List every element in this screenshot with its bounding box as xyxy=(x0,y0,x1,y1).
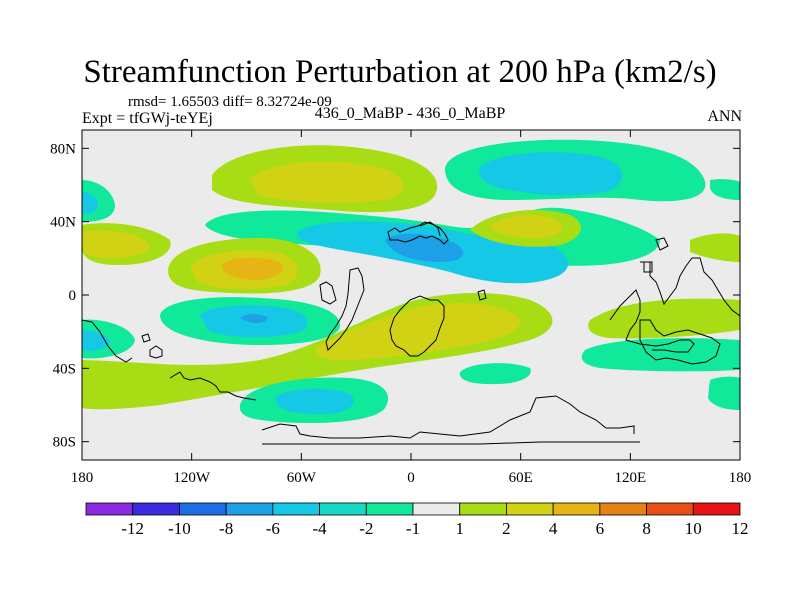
coastline-island-3 xyxy=(477,289,487,301)
contour-pos-west-edge-inner xyxy=(82,230,150,258)
contour-neg-east-edge xyxy=(710,179,740,200)
colorbar-label: -10 xyxy=(168,519,191,538)
x-tick-label: 0 xyxy=(407,470,415,486)
coastlines xyxy=(82,221,740,445)
coastline-indonesia xyxy=(609,289,695,353)
colorbar-swatch xyxy=(646,502,694,516)
colorbar-swatch xyxy=(132,502,180,516)
colorbar-swatch xyxy=(459,502,507,516)
coastline-antarctica-base xyxy=(262,441,640,445)
coastline-n-atlantic xyxy=(387,221,449,245)
x-tick-label: 180 xyxy=(71,470,94,486)
contour-pos-sh-far-west xyxy=(82,365,130,405)
coastline-island-1 xyxy=(149,345,163,359)
colorbar-label: 6 xyxy=(596,519,605,538)
colorbar-swatch xyxy=(412,502,461,516)
coastline-n-america-west xyxy=(169,371,257,401)
contour-pos-s-indian xyxy=(588,298,740,339)
x-tick-label: 180 xyxy=(729,470,752,486)
coastline-australia xyxy=(639,319,721,365)
y-tick-label: 80N xyxy=(50,141,76,157)
experiment-label: Expt = tfGWj-teYEj xyxy=(82,110,213,127)
colorbar-label: 12 xyxy=(732,519,749,538)
contour-pos-east-edge xyxy=(690,233,740,262)
colorbar-swatch xyxy=(599,502,647,516)
contour-neg-sh-pacific-core xyxy=(240,314,268,323)
stats-label: rmsd= 1.65503 diff= 8.32724e-09 xyxy=(128,94,332,110)
colorbar-swatch xyxy=(319,502,367,516)
coastline-island-2 xyxy=(141,333,151,343)
contour-pos-s-atlantic-mid xyxy=(316,303,521,360)
x-tick-label: 60W xyxy=(287,470,317,486)
contour-neg-s-indian-small xyxy=(459,363,531,385)
colorbar-label: -8 xyxy=(219,519,233,538)
colorbar-label: -4 xyxy=(312,519,327,538)
contour-neg-sh-west-inner xyxy=(82,330,110,351)
colorbar-swatch xyxy=(85,502,134,516)
x-tick-label: 120W xyxy=(173,470,211,486)
coastline-w-africa xyxy=(389,295,445,357)
coastline-w-edge xyxy=(82,319,133,363)
coastline-japan xyxy=(655,237,669,251)
contour-neg-west-nh-inner xyxy=(82,192,98,214)
colorbar-label: -12 xyxy=(121,519,144,538)
colorbar-label: 8 xyxy=(642,519,651,538)
case-label: 436_0_MaBP - 436_0_MaBP xyxy=(314,105,506,122)
x-axis: 180 120W 60W 0 60E 120E 180 xyxy=(71,130,752,486)
contour-pos-trop-pacific-core xyxy=(222,257,283,280)
colorbar: -12 -10 -8 -6 -4 -2 -1 1 2 4 6 8 10 12 xyxy=(85,502,749,538)
contour-field xyxy=(82,139,740,445)
contour-neg-southern-inner xyxy=(275,388,354,415)
colorbar-label: -6 xyxy=(266,519,280,538)
coastline-asia-east xyxy=(640,257,740,317)
colorbar-label: 4 xyxy=(549,519,558,538)
coastline-greenland xyxy=(419,221,441,237)
colorbar-swatch xyxy=(365,502,414,516)
coastline-c-america xyxy=(319,281,337,305)
colorbar-swatch xyxy=(506,502,554,516)
y-tick-label: 40S xyxy=(53,361,76,377)
colorbar-swatch xyxy=(272,502,320,516)
colorbar-swatch xyxy=(179,502,227,516)
colorbar-swatch xyxy=(692,502,741,516)
y-tick-label: 80S xyxy=(53,435,76,451)
chart-title: Streamfunction Perturbation at 200 hPa (… xyxy=(83,54,717,90)
contour-neg-n-atlantic-core xyxy=(385,233,464,262)
x-tick-label: 60E xyxy=(509,470,533,486)
coastline-s-america xyxy=(325,267,365,351)
contour-pos-n-pacific-inner xyxy=(250,161,404,203)
y-tick-label: 40N xyxy=(50,215,76,231)
season-label: ANN xyxy=(707,108,742,125)
colorbar-swatch xyxy=(225,502,274,516)
colorbar-label: 1 xyxy=(455,519,464,538)
y-tick-label: 0 xyxy=(69,288,77,304)
colorbar-swatch xyxy=(552,502,601,516)
contour-neg-s-indian-east xyxy=(708,376,740,410)
contour-pos-e-asia-inner xyxy=(490,214,563,239)
coastline-antarctica xyxy=(261,395,635,439)
y-axis: 80N 40N 0 40S 80S xyxy=(50,141,740,451)
coastline-island-4 xyxy=(643,261,653,273)
colorbar-label: -1 xyxy=(406,519,420,538)
colorbar-label: -2 xyxy=(359,519,373,538)
x-tick-label: 120E xyxy=(614,470,646,486)
contour-neg-n-asia-inner xyxy=(479,152,623,196)
colorbar-label: 10 xyxy=(685,519,702,538)
colorbar-label: 2 xyxy=(502,519,511,538)
